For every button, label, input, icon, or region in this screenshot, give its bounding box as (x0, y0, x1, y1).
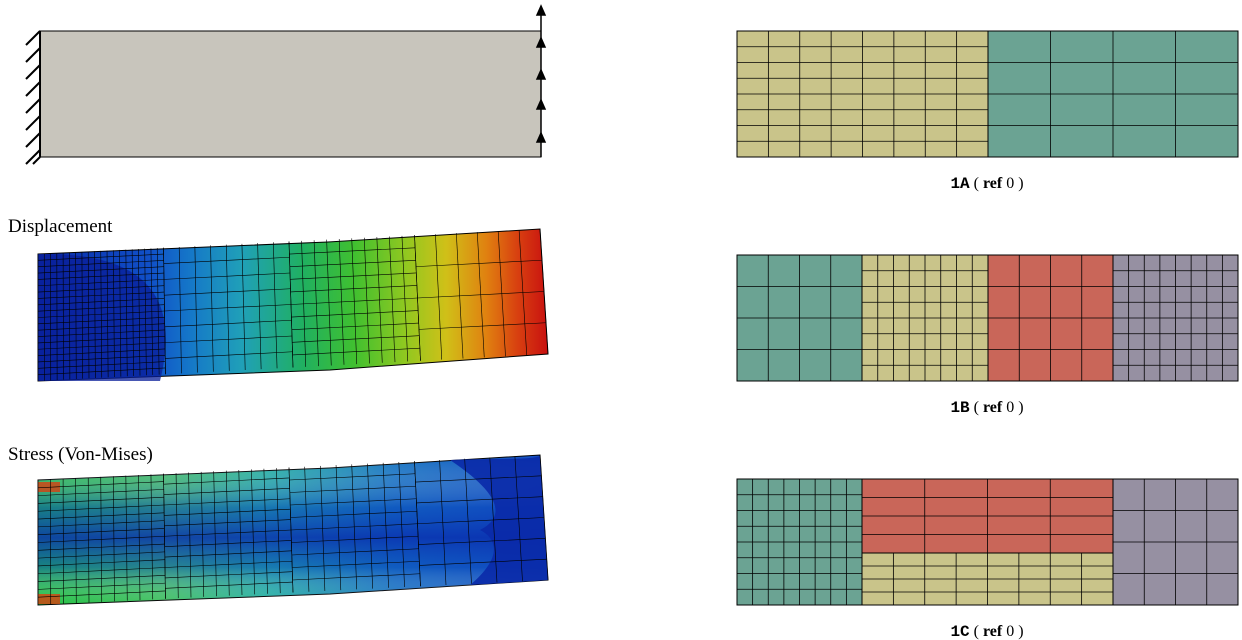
mesh-1B-region-1 (736, 254, 863, 382)
mesh-1A-fine-region (736, 30, 989, 158)
mesh-1C-region-1 (736, 478, 863, 606)
fixed-support-hatching (25, 30, 41, 165)
stress-label: Stress (Von-Mises) (8, 444, 153, 465)
stress-plot (37, 454, 549, 606)
mesh-1A-caption: 1A ( ref 0 ) (950, 175, 1023, 193)
stress-hotspot-bottom (38, 594, 60, 604)
displacement-label: Displacement (8, 216, 113, 237)
beam-body (39, 30, 542, 158)
mesh-1C-grid (736, 478, 1239, 606)
displacement-mesh (37, 228, 549, 381)
load-arrows (535, 4, 547, 157)
mesh-1C-region-2 (861, 478, 1114, 554)
mesh-1A-coarse-region (987, 30, 1239, 158)
stress-mesh (37, 454, 549, 605)
mesh-1A: 1A ( ref 0 ) (736, 30, 1239, 193)
mesh-1A-grid (736, 30, 1239, 158)
mesh-1C-region-4 (1112, 478, 1239, 606)
mesh-1C-caption: 1C ( ref 0 ) (950, 623, 1023, 640)
mesh-1B: 1B ( ref 0 ) (736, 254, 1239, 417)
mesh-1C: 1C ( ref 0 ) (736, 478, 1239, 640)
displacement-plot (37, 228, 549, 382)
mesh-1B-region-2 (861, 254, 989, 382)
stress-low-region (450, 456, 548, 585)
mesh-1C-region-3 (861, 552, 1114, 606)
mesh-1B-caption: 1B ( ref 0 ) (950, 399, 1023, 417)
mesh-1B-region-4 (1112, 254, 1239, 382)
mesh-1B-region-3 (987, 254, 1114, 382)
mesh-1B-grid (736, 254, 1239, 382)
beam-diagram (25, 4, 547, 165)
